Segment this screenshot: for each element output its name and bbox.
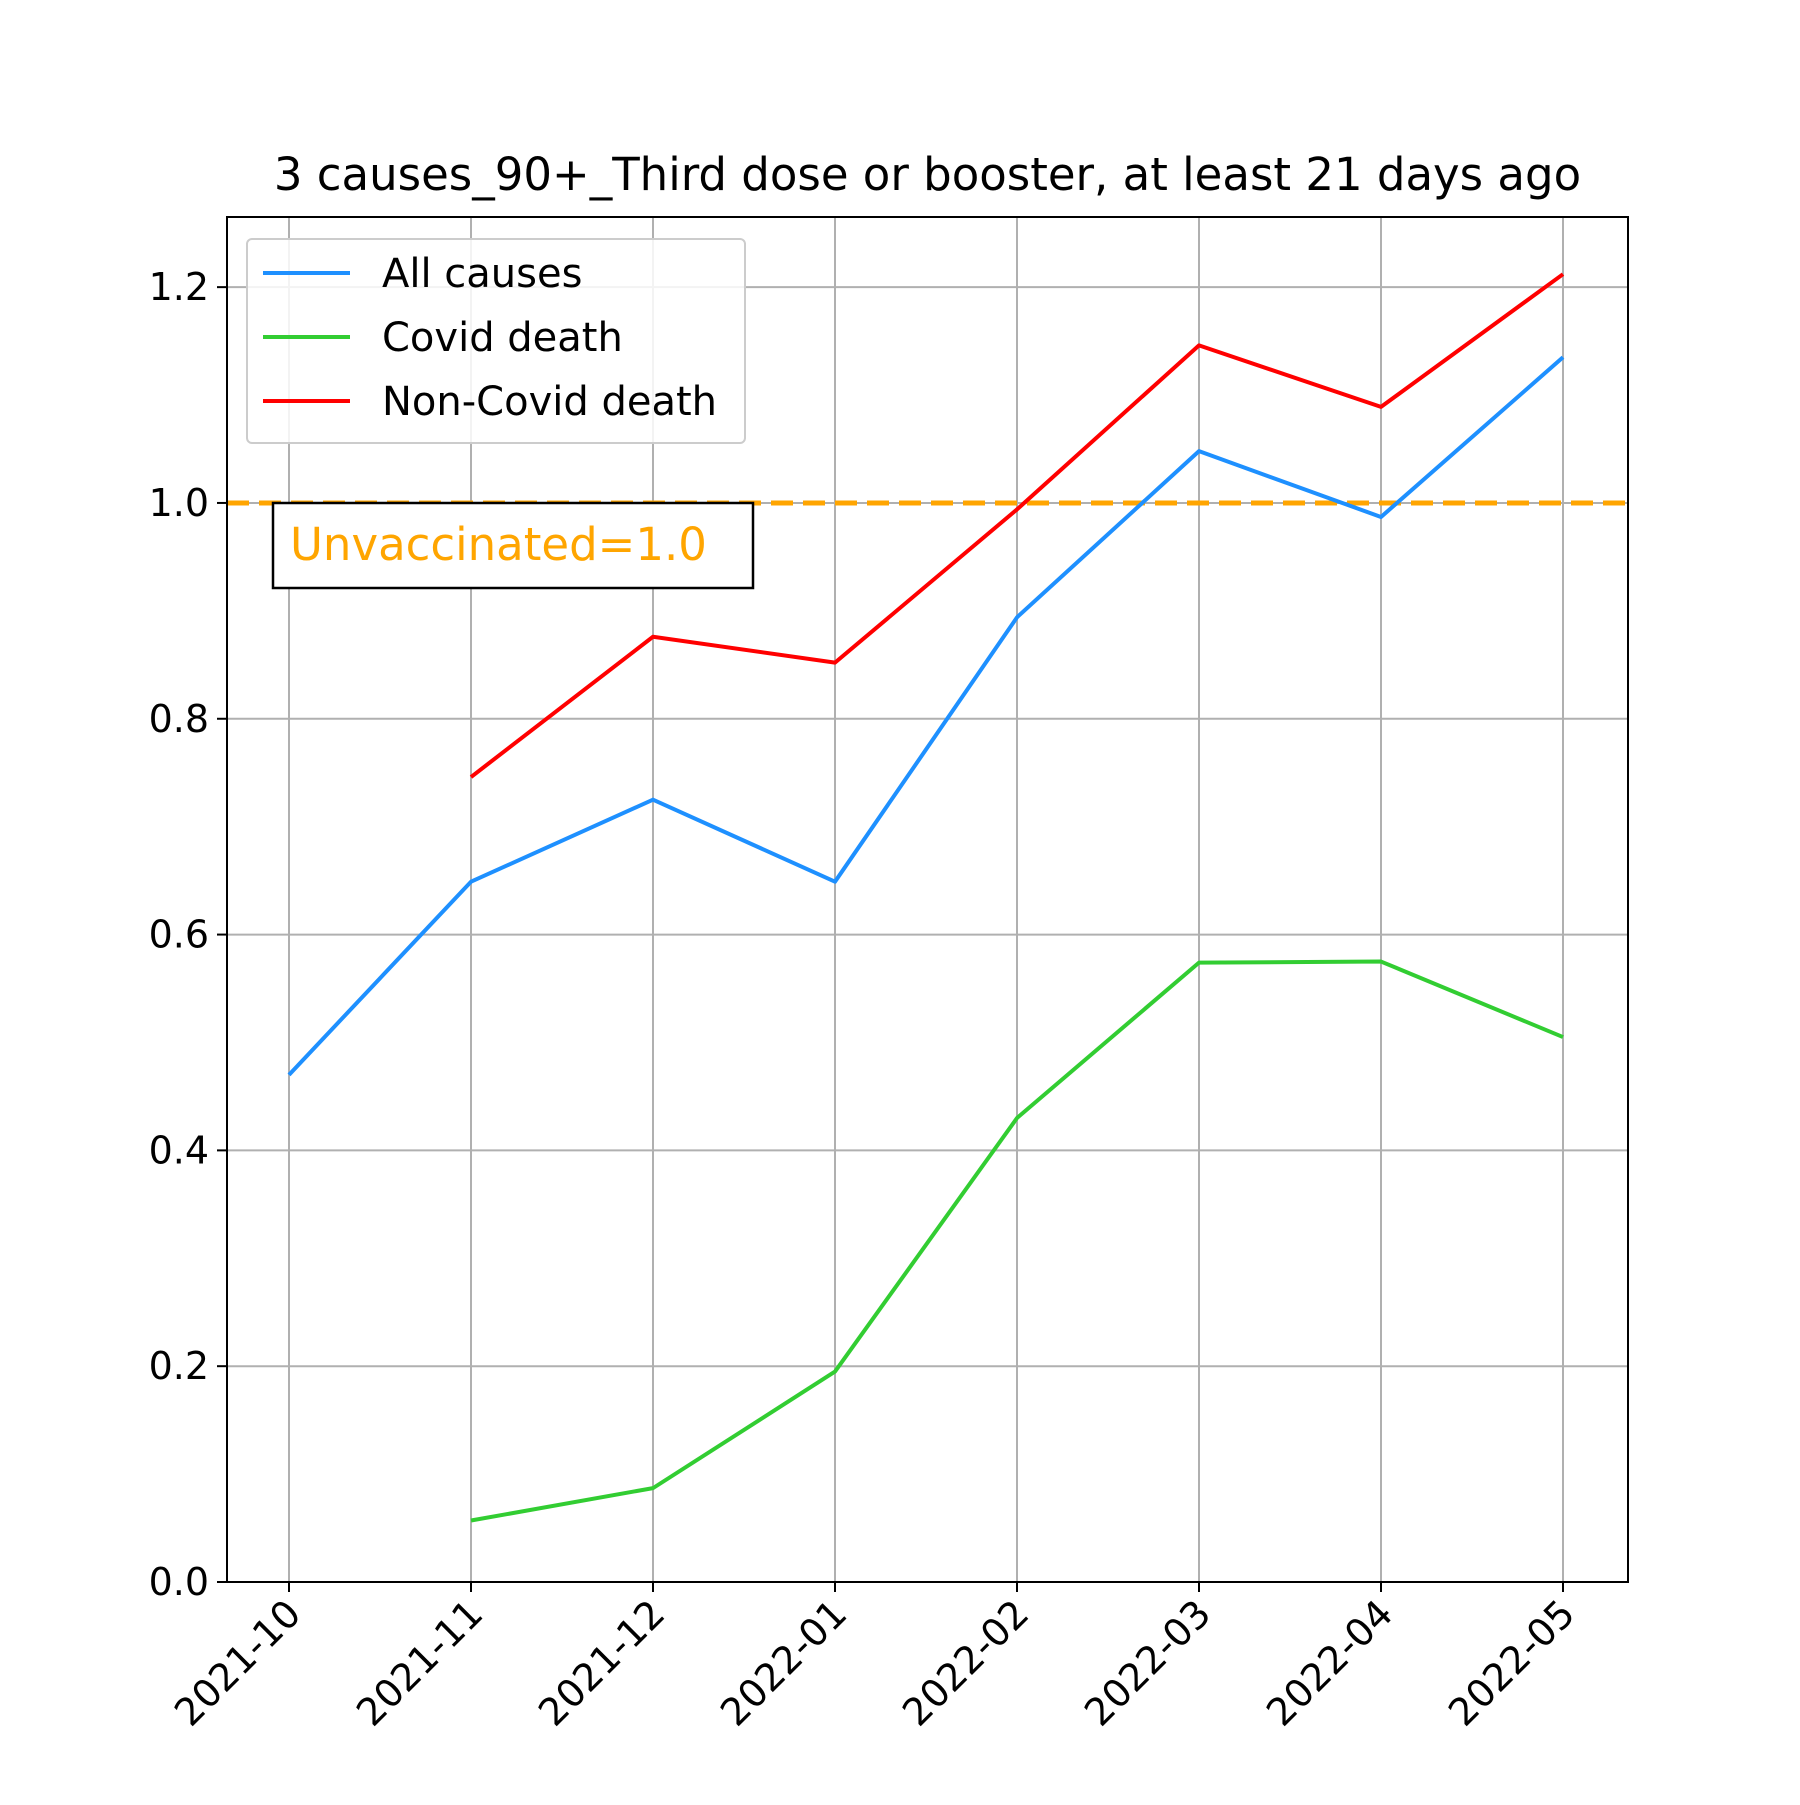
legend-label: Covid death	[382, 315, 623, 361]
y-tick-label: 0.2	[149, 1344, 209, 1388]
y-tick-label: 0.4	[149, 1128, 209, 1172]
legend-label: Non-Covid death	[382, 379, 717, 425]
y-tick-label: 0.6	[149, 913, 209, 957]
y-tick-label: 1.0	[149, 481, 209, 525]
legend: All causes Covid death Non-Covid death	[247, 239, 745, 443]
y-tick-label: 1.2	[149, 265, 209, 309]
y-tick-label: 0.8	[149, 697, 209, 741]
chart-title: 3 causes_90+_Third dose or booster, at l…	[274, 148, 1581, 201]
annotation-text: Unvaccinated=1.0	[290, 518, 707, 571]
y-tick-label: 0.0	[149, 1560, 209, 1604]
legend-label: All causes	[382, 251, 582, 297]
annotation: Unvaccinated=1.0	[273, 503, 753, 588]
